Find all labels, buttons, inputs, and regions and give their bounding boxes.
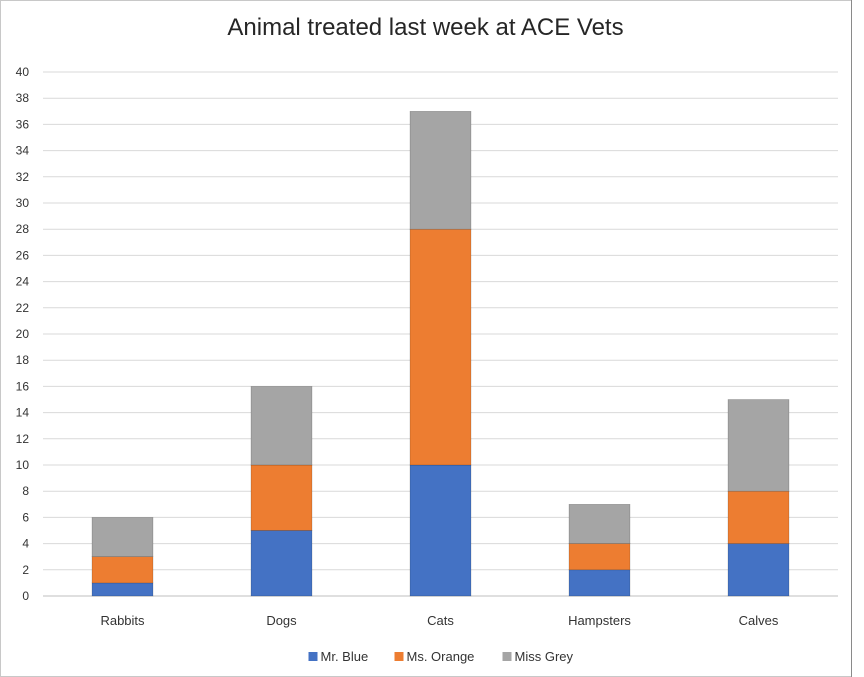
bar-segment-miss-grey bbox=[91, 517, 154, 558]
bar-segment-miss-grey bbox=[250, 386, 313, 466]
bar-segment-ms-orange bbox=[727, 490, 790, 544]
bar-segment-mr-blue bbox=[568, 569, 631, 597]
x-category-label: Calves bbox=[739, 613, 779, 628]
chart-title: Animal treated last week at ACE Vets bbox=[227, 14, 624, 41]
y-tick-label: 4 bbox=[22, 537, 29, 551]
bar-segment-miss-grey bbox=[727, 399, 790, 492]
y-tick-label: 32 bbox=[16, 170, 30, 184]
y-tick-label: 24 bbox=[16, 275, 30, 289]
bar-segment-mr-blue bbox=[409, 464, 472, 597]
bar-segment-ms-orange bbox=[250, 464, 313, 531]
bar-segment-miss-grey bbox=[568, 503, 631, 544]
legend-swatch bbox=[308, 652, 318, 661]
x-category-label: Cats bbox=[427, 613, 454, 628]
legend-label: Miss Grey bbox=[515, 649, 574, 664]
bar-segment-mr-blue bbox=[91, 582, 154, 597]
x-axis-labels: Rabbits Dogs Cats Hampsters Calves bbox=[100, 613, 778, 628]
x-category-label: Hampsters bbox=[568, 613, 631, 628]
y-tick-label: 10 bbox=[16, 458, 30, 472]
bar-segment-ms-orange bbox=[91, 556, 154, 584]
y-tick-label: 36 bbox=[16, 117, 30, 131]
bar-segment-mr-blue bbox=[250, 530, 313, 597]
bar-segment-mr-blue bbox=[727, 543, 790, 597]
y-tick-label: 38 bbox=[16, 91, 30, 105]
y-tick-label: 14 bbox=[16, 406, 30, 420]
x-category-label: Rabbits bbox=[100, 613, 145, 628]
legend-label: Ms. Orange bbox=[407, 649, 475, 664]
bar-segment-ms-orange bbox=[409, 228, 472, 466]
y-tick-label: 6 bbox=[22, 510, 29, 524]
y-tick-label: 8 bbox=[22, 484, 29, 498]
legend: Mr. Blue Ms. Orange Miss Grey bbox=[308, 649, 574, 664]
adjacent-column-strip bbox=[851, 0, 864, 677]
y-tick-label: 34 bbox=[16, 144, 30, 158]
y-tick-label: 26 bbox=[16, 248, 30, 262]
legend-label: Mr. Blue bbox=[321, 649, 369, 664]
y-tick-label: 20 bbox=[16, 327, 30, 341]
legend-swatch bbox=[502, 652, 512, 661]
y-tick-label: 40 bbox=[16, 65, 30, 79]
y-tick-label: 22 bbox=[16, 301, 30, 315]
bar-segment-miss-grey bbox=[409, 111, 472, 230]
legend-swatch bbox=[394, 652, 404, 661]
y-tick-label: 12 bbox=[16, 432, 30, 446]
bar-stacks bbox=[91, 111, 790, 597]
y-tick-label: 0 bbox=[22, 589, 29, 603]
y-tick-label: 2 bbox=[22, 563, 29, 577]
bar-segment-ms-orange bbox=[568, 543, 631, 571]
y-tick-label: 30 bbox=[16, 196, 30, 210]
y-tick-label: 28 bbox=[16, 222, 30, 236]
y-tick-label: 18 bbox=[16, 353, 30, 367]
x-category-label: Dogs bbox=[266, 613, 297, 628]
y-tick-label: 16 bbox=[16, 379, 30, 393]
